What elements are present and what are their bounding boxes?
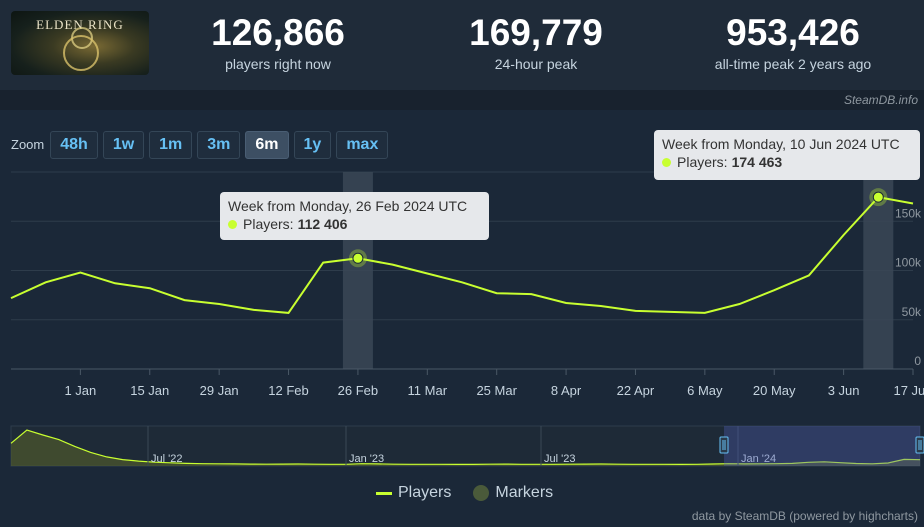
- chart-legend: Players Markers: [376, 484, 575, 502]
- zoom-controls: Zoom 48h 1w 1m 3m 6m 1y max: [11, 130, 393, 159]
- x-tick-label: 17 Jun: [893, 383, 924, 398]
- navigator-tick-label: Jan '23: [349, 453, 384, 465]
- navigator-handle[interactable]: [719, 436, 729, 454]
- zoom-label: Zoom: [11, 137, 45, 152]
- bullet-icon: [228, 219, 237, 229]
- legend-label: Players: [398, 484, 452, 501]
- stat-value: 126,866: [211, 12, 345, 53]
- dot-icon: [473, 485, 490, 501]
- y-tick-label: 50k: [902, 305, 922, 319]
- navigator-tick-label: Jan '24: [741, 453, 776, 465]
- tooltip-title: Week from Monday, 26 Feb 2024 UTC: [228, 198, 468, 214]
- navigator-tick-label: Jul '23: [544, 453, 575, 465]
- header-bar: ELDEN RING 126,866 players right now 169…: [0, 0, 924, 90]
- y-tick-label: 150k: [895, 206, 922, 220]
- legend-item-markers[interactable]: Markers: [473, 484, 553, 502]
- line-icon: [376, 491, 392, 495]
- data-point: [872, 191, 884, 203]
- x-tick-label: 29 Jan: [200, 383, 239, 398]
- x-tick-label: 12 Feb: [268, 383, 308, 398]
- zoom-1w-button[interactable]: 1w: [102, 130, 145, 159]
- stat-current-players: 126,866 players right now: [178, 12, 378, 72]
- legend-item-players[interactable]: Players: [376, 484, 451, 502]
- x-tick-label: 20 May: [753, 383, 796, 398]
- tooltip-26-feb: Week from Monday, 26 Feb 2024 UTC Player…: [220, 192, 489, 240]
- zoom-1y-button[interactable]: 1y: [293, 130, 332, 159]
- y-tick-label: 0: [914, 354, 921, 368]
- x-tick-label: 26 Feb: [338, 383, 378, 398]
- x-tick-label: 1 Jan: [64, 383, 96, 398]
- navigator-line: [10, 429, 921, 466]
- x-tick-label: 11 Mar: [408, 383, 448, 398]
- credits[interactable]: data by SteamDB (powered by highcharts): [691, 509, 918, 523]
- zoom-max-button[interactable]: max: [336, 130, 389, 159]
- x-tick-label: 3 Jun: [828, 383, 860, 398]
- logo-text: ELDEN RING: [36, 17, 124, 32]
- tooltip-value: 112 406: [297, 216, 348, 232]
- x-tick-label: 22 Apr: [617, 383, 655, 398]
- bullet-icon: [662, 157, 671, 167]
- zoom-6m-button[interactable]: 6m: [245, 130, 289, 159]
- tooltip-series: Players:: [243, 216, 294, 232]
- divider-band: [0, 90, 924, 110]
- navigator-bg: [10, 425, 921, 467]
- tooltip-series: Players:: [677, 154, 728, 170]
- players-series-line: [10, 196, 914, 314]
- zoom-3m-button[interactable]: 3m: [197, 130, 241, 159]
- navigator-tick-label: Jul '22: [151, 453, 182, 465]
- navigator-handle[interactable]: [915, 436, 924, 454]
- stat-label: players right now: [225, 56, 331, 72]
- x-tick-label: 8 Apr: [551, 383, 582, 398]
- y-tick-label: 100k: [895, 256, 922, 270]
- logo-ring-icon: [63, 35, 99, 71]
- data-point: [352, 252, 364, 264]
- game-logo[interactable]: ELDEN RING: [11, 11, 149, 75]
- stat-24h-peak: 169,779 24-hour peak: [436, 12, 636, 72]
- navigator-selection: [724, 426, 920, 466]
- tooltip-10-jun: Week from Monday, 10 Jun 2024 UTC Player…: [654, 130, 920, 180]
- stat-value: 953,426: [726, 12, 860, 53]
- stat-label: 24-hour peak: [494, 56, 578, 72]
- x-tick-label: 15 Jan: [130, 383, 169, 398]
- stat-label: all-time peak 2 years ago: [714, 56, 872, 72]
- steamdb-watermark[interactable]: SteamDB.info: [843, 93, 918, 107]
- stat-all-time-peak: 953,426 all-time peak 2 years ago: [693, 12, 893, 72]
- hover-band: [863, 172, 894, 369]
- x-tick-label: 25 Mar: [476, 383, 517, 398]
- x-tick-label: 6 May: [687, 383, 723, 398]
- zoom-1m-button[interactable]: 1m: [149, 130, 193, 159]
- zoom-48h-button[interactable]: 48h: [50, 130, 98, 159]
- stat-value: 169,779: [469, 12, 603, 53]
- legend-label: Markers: [495, 484, 554, 501]
- tooltip-value: 174 463: [731, 154, 783, 170]
- tooltip-title: Week from Monday, 10 Jun 2024 UTC: [662, 136, 900, 152]
